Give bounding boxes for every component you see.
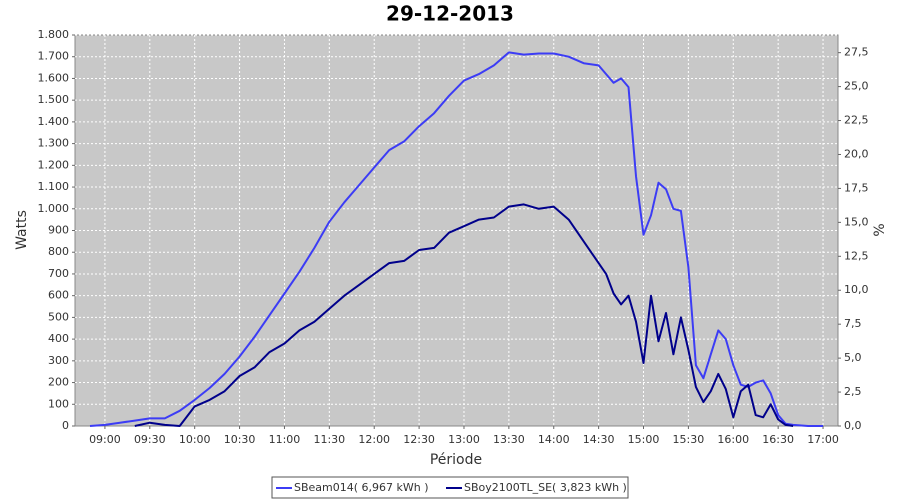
y-tick-label: 600 <box>48 289 69 302</box>
y-tick-label: 900 <box>48 224 69 237</box>
y2-tick-label: 5,0 <box>844 351 862 364</box>
y-tick-label: 500 <box>48 310 69 323</box>
y2-axis-label: % <box>872 223 888 236</box>
x-tick-label: 09:00 <box>89 433 121 446</box>
x-tick-label: 10:00 <box>179 433 211 446</box>
y2-tick-label: 17,5 <box>844 181 869 194</box>
y2-tick-label: 25,0 <box>844 80 869 93</box>
y2-tick-label: 12,5 <box>844 249 869 262</box>
y-tick-label: 1.100 <box>38 180 70 193</box>
x-tick-label: 16:30 <box>762 433 794 446</box>
y-tick-label: 1.500 <box>38 93 70 106</box>
x-tick-label: 17:00 <box>807 433 839 446</box>
y-tick-label: 1.400 <box>38 115 70 128</box>
y2-tick-label: 7,5 <box>844 317 862 330</box>
y-tick-label: 1.700 <box>38 50 70 63</box>
x-axis-label: Période <box>430 452 482 468</box>
x-tick-label: 09:30 <box>134 433 166 446</box>
y2-tick-label: 22,5 <box>844 114 869 127</box>
y-tick-label: 700 <box>48 267 69 280</box>
x-tick-label: 11:30 <box>313 433 345 446</box>
y-tick-label: 1.000 <box>38 202 70 215</box>
x-tick-label: 15:30 <box>673 433 705 446</box>
x-tick-label: 14:30 <box>583 433 615 446</box>
y-tick-label: 300 <box>48 354 69 367</box>
x-tick-label: 12:30 <box>403 433 435 446</box>
y2-tick-label: 0,0 <box>844 419 862 432</box>
y-tick-label: 1.300 <box>38 137 70 150</box>
x-tick-label: 10:30 <box>224 433 256 446</box>
y2-tick-label: 10,0 <box>844 283 869 296</box>
y-tick-label: 800 <box>48 245 69 258</box>
y2-tick-label: 27,5 <box>844 46 869 59</box>
chart-title: 29-12-2013 <box>386 2 514 26</box>
x-tick-label: 15:00 <box>628 433 660 446</box>
y-tick-label: 100 <box>48 397 69 410</box>
y-axis-label: Watts <box>14 210 30 250</box>
y-tick-label: 1.200 <box>38 158 70 171</box>
y-tick-label: 0 <box>62 419 69 432</box>
y2-tick-label: 15,0 <box>844 215 869 228</box>
y-tick-label: 200 <box>48 376 69 389</box>
series-line <box>89 51 823 427</box>
y-tick-label: 1.800 <box>38 28 70 41</box>
series-line <box>134 203 794 427</box>
y-tick-label: 400 <box>48 332 69 345</box>
x-tick-label: 14:00 <box>538 433 570 446</box>
y-tick-label: 1.600 <box>38 71 70 84</box>
x-tick-label: 13:00 <box>448 433 480 446</box>
x-tick-label: 12:00 <box>358 433 390 446</box>
legend-label: SBoy2100TL_SE( 3,823 kWh ) <box>464 481 627 494</box>
x-tick-label: 11:00 <box>269 433 301 446</box>
x-tick-label: 16:00 <box>717 433 749 446</box>
x-tick-label: 13:30 <box>493 433 525 446</box>
legend-label: SBeam014( 6,967 kWh ) <box>294 481 429 494</box>
y2-tick-label: 2,5 <box>844 385 862 398</box>
y2-tick-label: 20,0 <box>844 147 869 160</box>
